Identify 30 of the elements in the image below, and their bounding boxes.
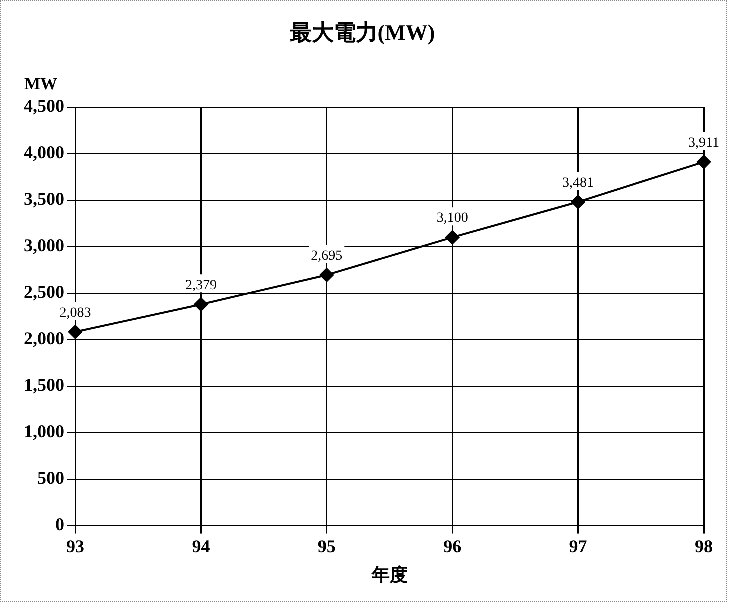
y-tick-label: 3,000 <box>24 236 64 256</box>
point <box>194 298 208 312</box>
x-tick-label: 97 <box>569 536 588 556</box>
text: 2,695 <box>311 248 343 264</box>
chart-title: 最大電力(MW) <box>288 20 436 45</box>
y-tick-label: 3,500 <box>24 189 64 210</box>
y-tick-label: 0 <box>56 514 64 534</box>
x-tick-label: 93 <box>66 536 84 556</box>
point <box>320 268 334 282</box>
y-tick-label: 2,500 <box>24 282 64 302</box>
x-tick-label: 95 <box>318 536 336 556</box>
text: 2,083 <box>60 306 92 321</box>
y-tick-label: 500 <box>38 468 64 488</box>
y-tick-label: 4,500 <box>24 96 64 116</box>
y-tick-label: 1,500 <box>24 374 64 395</box>
x-axis-title: 年度 <box>370 564 408 585</box>
x-tick-label: 96 <box>444 536 462 556</box>
text: 3,100 <box>436 211 468 226</box>
text: 2,379 <box>185 278 217 294</box>
x-tick-label: 94 <box>192 536 210 556</box>
x-tick-label: 98 <box>695 536 713 556</box>
y-tick-label: 1,000 <box>24 421 64 442</box>
text: 3,911 <box>688 136 720 151</box>
text: 3,481 <box>562 176 594 191</box>
y-tick-label: 2,000 <box>24 328 64 348</box>
y-tick-label: 4,000 <box>24 142 64 163</box>
point <box>571 195 586 210</box>
point <box>697 155 711 170</box>
y-axis-title: MW <box>24 74 58 94</box>
point <box>446 230 460 245</box>
